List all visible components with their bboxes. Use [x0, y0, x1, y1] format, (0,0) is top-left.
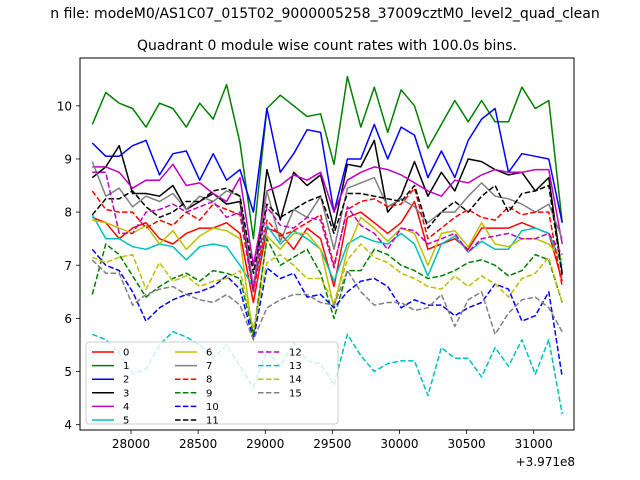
legend-label-6: 6 — [206, 348, 212, 359]
series-line-15 — [91, 259, 563, 341]
x-tick-label: 28000 — [112, 437, 150, 451]
legend-label-11: 11 — [206, 416, 219, 427]
legend-label-7: 7 — [206, 361, 212, 372]
legend-label-9: 9 — [206, 388, 212, 399]
y-tick-label: 9 — [64, 152, 72, 166]
legend-label-4: 4 — [123, 402, 129, 413]
series-line-2 — [91, 107, 563, 223]
series-line-5 — [91, 214, 563, 288]
y-axis: 4 5 6 7 8 9 10 — [57, 99, 80, 432]
series-line-8 — [91, 187, 563, 293]
series-line-1 — [91, 75, 563, 240]
y-tick-label: 6 — [64, 312, 72, 326]
series-line-3 — [91, 139, 563, 293]
plot-frame — [79, 57, 575, 431]
x-tick-label: 29500 — [313, 437, 351, 451]
series-line-11 — [91, 184, 563, 277]
series-line-14 — [92, 243, 563, 330]
x-axis-offset-label: +3.971e8 — [516, 455, 575, 469]
legend-label-2: 2 — [123, 375, 129, 386]
legend-label-15: 15 — [289, 388, 302, 399]
legend-label-14: 14 — [289, 375, 302, 386]
series-line-6 — [92, 216, 563, 341]
series-line-4 — [92, 163, 563, 267]
legend-label-8: 8 — [206, 375, 212, 386]
plot-lines — [91, 75, 563, 415]
series-line-7 — [91, 161, 563, 288]
legend-label-3: 3 — [123, 388, 129, 399]
x-axis: 28000 28500 29000 29500 30000 30500 31000 — [112, 430, 553, 451]
x-tick-label: 28500 — [179, 437, 217, 451]
x-tick-label: 30000 — [380, 437, 418, 451]
y-tick-label: 7 — [64, 259, 72, 273]
legend-label-12: 12 — [289, 348, 302, 359]
x-tick-label: 29000 — [246, 437, 284, 451]
series-line-12 — [92, 171, 563, 290]
legend-label-13: 13 — [289, 361, 302, 372]
legend-label-10: 10 — [206, 402, 219, 413]
y-tick-label: 8 — [64, 206, 72, 220]
chart-title: Quadrant 0 module wise count rates with … — [137, 38, 517, 54]
figure-suptitle: n file: modeM0/AS1C07_015T02_9000005258_… — [50, 6, 599, 22]
series-line-9 — [91, 237, 563, 336]
x-tick-label: 31000 — [515, 437, 553, 451]
y-tick-label: 4 — [64, 418, 72, 432]
legend-label-0: 0 — [123, 348, 129, 359]
series-line-0 — [92, 200, 563, 304]
legend-label-1: 1 — [123, 361, 129, 372]
x-tick-label: 30500 — [448, 437, 486, 451]
legend-label-5: 5 — [123, 416, 129, 427]
y-tick-label: 5 — [64, 365, 72, 379]
y-tick-label: 10 — [57, 99, 72, 113]
legend-box — [85, 341, 339, 425]
